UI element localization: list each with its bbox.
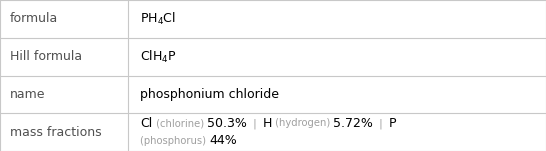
Text: (phosphorus): (phosphorus) xyxy=(140,136,210,146)
Text: formula: formula xyxy=(10,12,58,25)
Text: P: P xyxy=(389,117,396,130)
Text: mass fractions: mass fractions xyxy=(10,126,102,139)
Text: |: | xyxy=(247,118,263,129)
Text: name: name xyxy=(10,88,45,101)
Text: ClH$_4$P: ClH$_4$P xyxy=(140,49,177,65)
Text: (chlorine): (chlorine) xyxy=(152,118,207,129)
Text: 44%: 44% xyxy=(210,134,237,147)
Text: Hill formula: Hill formula xyxy=(10,50,82,63)
Text: (hydrogen): (hydrogen) xyxy=(272,118,333,129)
Text: Cl: Cl xyxy=(140,117,152,130)
Text: 5.72%: 5.72% xyxy=(333,117,373,130)
Text: H: H xyxy=(263,117,272,130)
Text: phosphonium chloride: phosphonium chloride xyxy=(140,88,280,101)
Text: |: | xyxy=(373,118,389,129)
Text: PH$_4$Cl: PH$_4$Cl xyxy=(140,11,176,27)
Text: 50.3%: 50.3% xyxy=(207,117,247,130)
